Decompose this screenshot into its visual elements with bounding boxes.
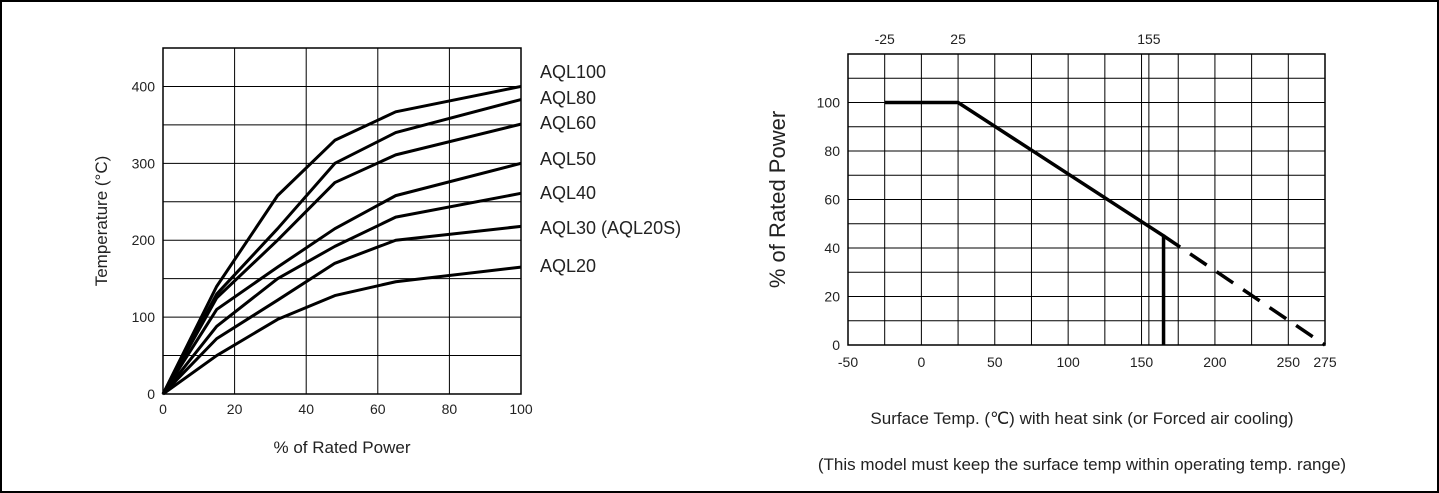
series-label: AQL20 <box>540 256 596 276</box>
y-axis-title: Temperature (°C) <box>92 156 111 287</box>
derating-line <box>884 100 1166 345</box>
series-label: AQL40 <box>540 183 596 203</box>
x-tick-label: 0 <box>159 401 167 417</box>
y-tick-label: 0 <box>832 337 840 353</box>
x-tick-label: 50 <box>987 354 1003 370</box>
y-tick-label: 60 <box>824 192 840 208</box>
x-tick-label: 275 <box>1313 354 1337 370</box>
series-line <box>162 265 522 396</box>
series-label: AQL100 <box>540 62 606 82</box>
x-tick-label: 60 <box>370 401 386 417</box>
x-tick-label: 20 <box>227 401 243 417</box>
y-tick-label: 100 <box>132 309 156 325</box>
x-tick-label: 0 <box>917 354 925 370</box>
plot-border <box>162 47 522 395</box>
derating-line-dashed <box>1162 234 1326 347</box>
series-line <box>161 98 522 395</box>
series-line <box>161 224 522 396</box>
x-tick-label: 150 <box>1130 354 1154 370</box>
series-line <box>161 161 522 395</box>
x-tick-label: 80 <box>442 401 458 417</box>
x-tick-label: 250 <box>1277 354 1301 370</box>
y-tick-label: 40 <box>824 240 840 256</box>
y-tick-label: 20 <box>824 289 840 305</box>
y-tick-label: 300 <box>132 155 156 171</box>
top-tick-label: 25 <box>950 31 966 47</box>
y-axis-title: % of Rated Power <box>765 111 790 288</box>
footnote: (This model must keep the surface temp w… <box>818 455 1346 474</box>
series-line <box>161 84 522 395</box>
temperature-rise-chart: 0 20 40 60 80 100 0 100 200 300 400 % of Rated Powe… <box>92 47 681 457</box>
series-line <box>161 191 522 395</box>
y-tick-label: 80 <box>824 143 840 159</box>
top-tick-label: 155 <box>1137 31 1161 47</box>
x-tick-label: 200 <box>1203 354 1227 370</box>
x-axis-title: Surface Temp. (℃) with heat sink (or For… <box>870 409 1293 428</box>
series-label: AQL80 <box>540 88 596 108</box>
y-tick-label: 100 <box>817 95 841 111</box>
x-tick-label: -50 <box>838 354 858 370</box>
top-tick-label: -25 <box>875 31 895 47</box>
y-tick-label: 400 <box>132 78 156 94</box>
x-tick-label: 100 <box>1056 354 1080 370</box>
series-label: AQL30 (AQL20S) <box>540 218 681 238</box>
series-line <box>161 122 522 395</box>
plot-border <box>847 53 1326 346</box>
x-axis-title: % of Rated Power <box>273 438 410 457</box>
series-label: AQL50 <box>540 149 596 169</box>
series-label: AQL60 <box>540 113 596 133</box>
x-tick-label: 100 <box>509 401 533 417</box>
x-tick-label: 40 <box>298 401 314 417</box>
y-tick-label: 0 <box>147 386 155 402</box>
y-tick-label: 200 <box>132 232 156 248</box>
